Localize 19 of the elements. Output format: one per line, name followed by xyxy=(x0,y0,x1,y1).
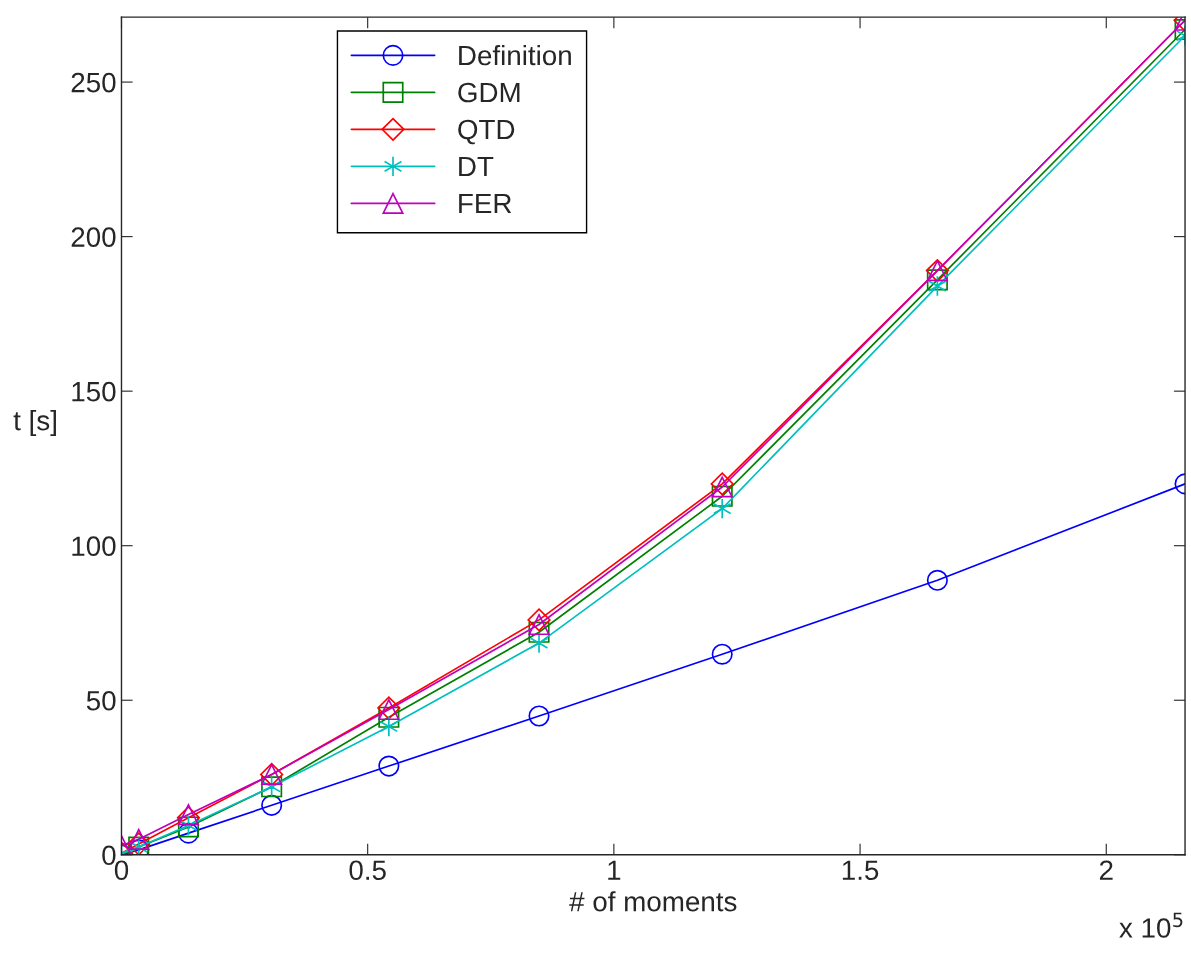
legend-label: DT xyxy=(459,156,494,177)
y-tick-label: 200 xyxy=(71,227,116,247)
x-tick-label: 0.5 xyxy=(349,860,386,881)
y-tick-label: 250 xyxy=(71,72,116,93)
x-tick-label: 1 xyxy=(608,860,621,880)
x-tick-label: 0 xyxy=(114,860,129,881)
legend-label: FER xyxy=(459,193,512,214)
text: x 10$^{5}$ xyxy=(1119,912,1183,938)
legend-label: GDM xyxy=(458,82,520,103)
y-axis-title: t [s] xyxy=(13,410,56,436)
legend-label: Definition xyxy=(459,44,571,66)
x-tick-label: 1.5 xyxy=(842,860,879,881)
y-tick-label: 0 xyxy=(102,845,116,866)
y-tick-label: 50 xyxy=(86,690,116,711)
y-tick-label: 150 xyxy=(72,381,116,402)
x-axis-title: # of moments xyxy=(569,891,737,912)
x-tick-label: 2 xyxy=(1099,860,1113,880)
legend-label: QTD xyxy=(458,119,515,145)
y-tick-label: 100 xyxy=(72,536,116,557)
